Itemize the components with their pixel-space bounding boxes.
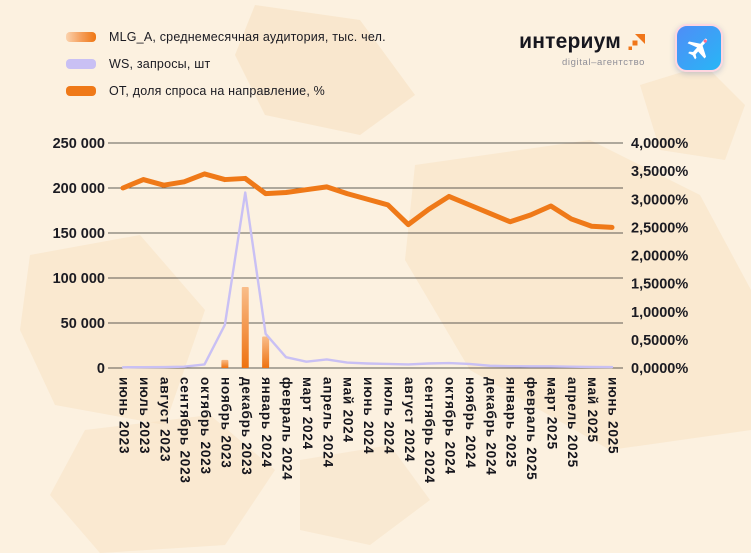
legend: MLG_A, среднемесячная аудитория, тыс. че… xyxy=(66,30,386,111)
x-axis-label: декабрь 2024 xyxy=(483,377,498,476)
legend-label: MLG_A, среднемесячная аудитория, тыс. че… xyxy=(109,30,386,44)
x-axis-label: февраль 2025 xyxy=(524,377,539,480)
right-axis-tick: 3,5000% xyxy=(631,164,688,180)
left-axis-tick: 150 000 xyxy=(53,226,105,242)
right-axis-tick: 4,0000% xyxy=(631,136,688,152)
x-axis-label: октябрь 2023 xyxy=(198,377,213,475)
left-axis-tick: 0 xyxy=(97,361,105,377)
x-axis-label: ноябрь 2023 xyxy=(218,377,233,469)
airplane-app-icon xyxy=(675,24,723,72)
background-blob xyxy=(235,5,415,135)
x-axis-label: май 2025 xyxy=(585,377,600,443)
left-axis-tick: 200 000 xyxy=(53,181,105,197)
x-axis-label: январь 2024 xyxy=(259,377,274,468)
right-axis-tick: 0,0000% xyxy=(631,361,688,377)
x-axis-label: февраль 2024 xyxy=(280,377,295,480)
mlga-bar xyxy=(241,287,249,368)
x-axis-label: сентябрь 2024 xyxy=(422,377,437,484)
x-axis-label: октябрь 2024 xyxy=(443,377,458,475)
ot-line xyxy=(120,171,615,230)
background-blob xyxy=(405,140,751,450)
x-axis-label: сентябрь 2023 xyxy=(178,377,193,484)
left-axis-tick: 50 000 xyxy=(61,316,105,332)
x-axis-label: апрель 2025 xyxy=(565,377,580,468)
logo-wordmark: интериум xyxy=(519,30,621,53)
x-axis-label: июль 2023 xyxy=(137,377,152,454)
airplane-icon xyxy=(687,38,708,60)
x-axis-label: январь 2025 xyxy=(504,377,519,468)
right-axis-tick: 1,0000% xyxy=(631,305,688,321)
x-axis-label: апрель 2024 xyxy=(320,377,335,468)
logo-row: интериум xyxy=(519,30,645,54)
right-axis-tick: 2,5000% xyxy=(631,220,688,236)
pixel-arrow-icon xyxy=(628,33,645,50)
x-axis-label: июнь 2023 xyxy=(117,377,132,454)
x-axis-label: март 2024 xyxy=(300,377,315,450)
right-axis-tick: 1,5000% xyxy=(631,277,688,293)
ws-line xyxy=(121,191,614,369)
x-axis-label: июль 2024 xyxy=(381,377,396,454)
x-axis-label: август 2024 xyxy=(402,377,417,462)
x-axis-label: июнь 2024 xyxy=(361,377,376,454)
legend-label: ОТ, доля спроса на направление, % xyxy=(109,84,325,98)
right-axis-tick: 3,0000% xyxy=(631,192,688,208)
right-axis-tick: 2,0000% xyxy=(631,249,688,265)
right-axis-tick: 0,5000% xyxy=(631,333,688,349)
background-blob xyxy=(640,65,745,160)
left-axis-tick: 100 000 xyxy=(53,271,105,287)
branding: интериум digital–агентство xyxy=(519,30,645,68)
legend-swatch xyxy=(66,59,96,69)
legend-item-mlga: MLG_A, среднемесячная аудитория, тыс. че… xyxy=(66,30,386,44)
legend-swatch xyxy=(66,86,96,96)
x-axis-label: май 2024 xyxy=(341,377,356,443)
legend-item-ot: ОТ, доля спроса на направление, % xyxy=(66,84,386,98)
x-axis-label: июнь 2025 xyxy=(606,377,621,454)
background-blob xyxy=(300,445,430,545)
background-blob xyxy=(20,235,205,425)
legend-item-ws: WS, запросы, шт xyxy=(66,57,386,71)
x-axis-label: декабрь 2023 xyxy=(239,377,254,476)
legend-swatch xyxy=(66,32,96,42)
background-blob xyxy=(50,415,275,553)
x-axis-label: август 2023 xyxy=(157,377,172,462)
x-axis-label: март 2025 xyxy=(544,377,559,450)
logo-subtitle: digital–агентство xyxy=(562,57,645,68)
mlga-bar xyxy=(262,336,270,368)
legend-label: WS, запросы, шт xyxy=(109,57,211,71)
left-axis-tick: 250 000 xyxy=(53,136,105,152)
mlga-bar xyxy=(221,359,229,368)
x-axis-label: ноябрь 2024 xyxy=(463,377,478,469)
